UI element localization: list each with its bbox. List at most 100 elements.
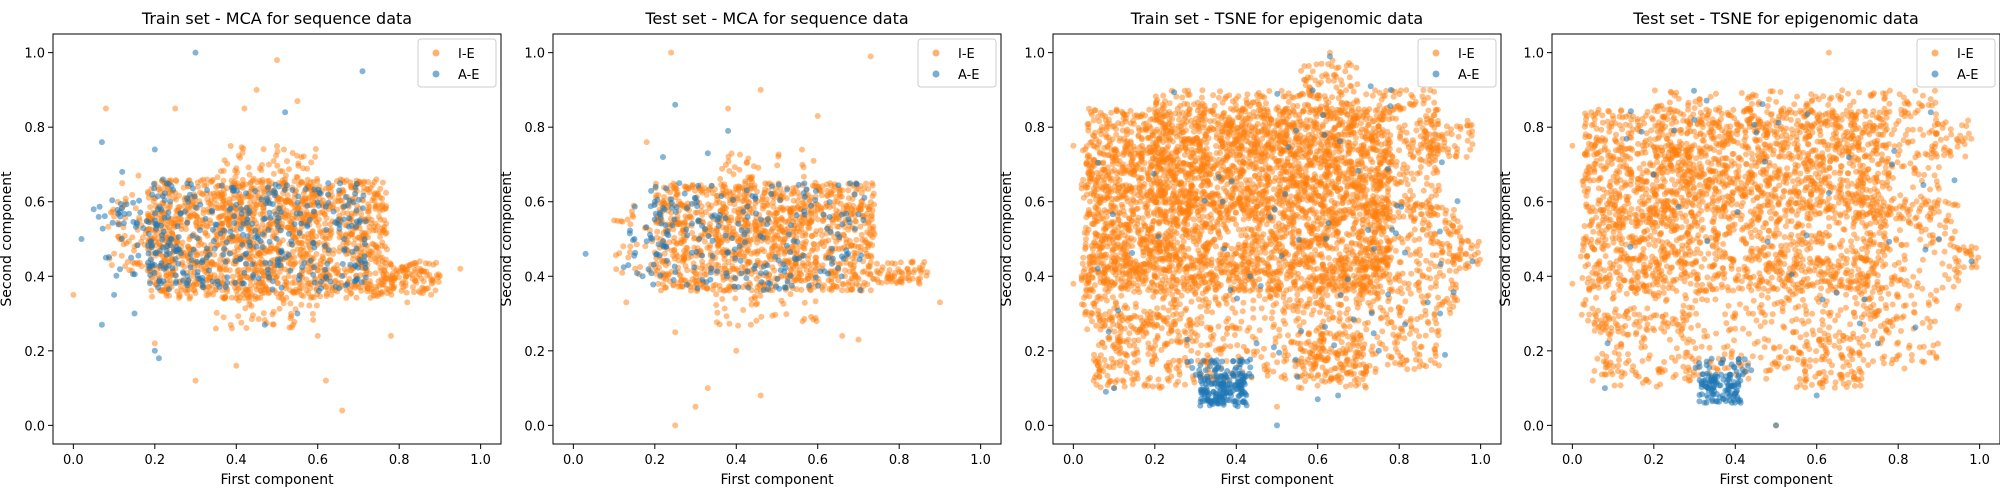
scatter-point [695, 218, 702, 225]
scatter-point [840, 281, 847, 288]
scatter-point [361, 236, 368, 243]
scatter-point [209, 226, 216, 233]
scatter-point [740, 208, 747, 215]
scatter-point [806, 282, 813, 289]
scatter-point [820, 216, 827, 223]
scatter-point [669, 222, 676, 229]
scatter-point [281, 187, 288, 193]
scatter-point [216, 214, 223, 221]
scatter-point [209, 278, 216, 285]
scatter-point [874, 260, 880, 267]
scatter-point [765, 215, 771, 222]
scatter-point [885, 273, 892, 280]
scatter-point [221, 191, 228, 198]
scatter-point [835, 182, 842, 189]
scatter-point [852, 271, 859, 278]
scatter-point [299, 244, 306, 251]
scatter-point [226, 206, 233, 213]
scatter-point [752, 295, 758, 302]
scatter-point [457, 265, 464, 272]
scatter-point [737, 151, 743, 158]
scatter-point [909, 258, 916, 265]
scatter-point [325, 247, 332, 254]
scatter-point [213, 189, 220, 196]
scatter-point [623, 299, 630, 306]
scatter-point [420, 278, 427, 285]
scatter-point [184, 219, 191, 226]
scatter-point [291, 221, 298, 228]
scatter-point [826, 214, 833, 220]
scatter-point [214, 174, 221, 181]
scatter-point [265, 226, 272, 233]
x-tick-label: 0.2 [144, 453, 165, 468]
scatter-point [743, 258, 750, 265]
scatter-point [755, 248, 762, 255]
scatter-point [736, 243, 743, 249]
scatter-point [731, 283, 738, 290]
scatter-point [224, 274, 231, 281]
scatter-point [668, 199, 675, 206]
scatter-point [273, 235, 280, 242]
scatter-point [342, 194, 349, 201]
scatter-point [820, 243, 827, 250]
scatter-point [714, 268, 721, 275]
scatter-point [689, 276, 696, 283]
scatter-point [695, 182, 702, 189]
scatter-point [664, 228, 671, 235]
scatter-point [233, 201, 240, 208]
scatter-point [199, 274, 206, 281]
scatter-point [300, 293, 307, 300]
scatter-point [144, 188, 151, 195]
scatter-point [326, 235, 333, 241]
scatter-point [825, 270, 832, 277]
scatter-point [323, 273, 329, 280]
scatter-point [303, 287, 310, 294]
scatter-point [760, 263, 767, 270]
scatter-point [369, 249, 376, 256]
scatter-point [213, 261, 220, 268]
scatter-point [763, 269, 769, 276]
scatter-point [272, 181, 279, 188]
series-ie [1070, 49, 1483, 410]
scatter-point [617, 218, 624, 225]
scatter-point [373, 286, 380, 293]
scatter-point [324, 260, 331, 267]
scatter-point [339, 407, 346, 414]
scatter-point [671, 246, 678, 253]
scatter-point [221, 245, 228, 252]
scatter-point [679, 258, 686, 265]
scatter-point [910, 269, 917, 276]
scatter-point [639, 273, 646, 280]
scatter-point [658, 220, 665, 227]
scatter-point [815, 282, 822, 289]
scatter-point [422, 260, 429, 267]
scatter-point [676, 219, 683, 226]
scatter-point [383, 189, 389, 196]
scatter-point [295, 193, 302, 200]
scatter-point [243, 190, 249, 197]
scatter-point [743, 249, 750, 256]
scatter-point [222, 258, 229, 265]
scatter-point [1142, 112, 1149, 119]
scatter-point [718, 193, 725, 200]
scatter-point [625, 254, 632, 261]
scatter-point [154, 193, 161, 200]
scatter-point [839, 221, 846, 228]
scatter-point [672, 422, 679, 429]
scatter-point [395, 274, 402, 281]
scatter-point [611, 217, 618, 224]
scatter-point [699, 262, 706, 269]
points-layer [582, 49, 943, 429]
y-axis-label: Second component [499, 171, 515, 307]
scatter-point [390, 265, 397, 272]
scatter-point [360, 205, 366, 212]
scatter-point [238, 206, 245, 212]
scatter-point [250, 272, 257, 278]
scatter-point [799, 146, 805, 153]
scatter-point [772, 311, 779, 318]
scatter-point [736, 213, 743, 220]
scatter-point [814, 113, 821, 119]
scatter-point [277, 262, 284, 269]
scatter-point [828, 190, 835, 197]
scatter-point [657, 272, 664, 279]
